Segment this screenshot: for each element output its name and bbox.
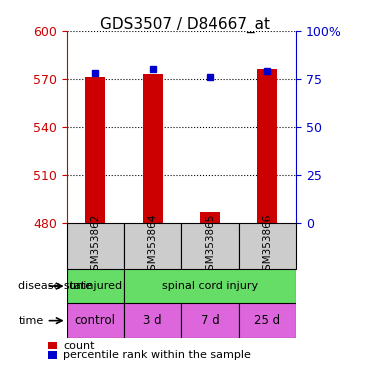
Text: time: time: [18, 316, 44, 326]
Text: uninjured: uninjured: [69, 281, 122, 291]
Text: GSM353864: GSM353864: [148, 214, 158, 278]
FancyBboxPatch shape: [67, 303, 124, 338]
FancyBboxPatch shape: [239, 223, 296, 269]
Text: GDS3507 / D84667_at: GDS3507 / D84667_at: [100, 17, 270, 33]
FancyBboxPatch shape: [181, 223, 239, 269]
FancyBboxPatch shape: [124, 303, 181, 338]
Bar: [142, 74, 163, 223]
Bar: [85, 77, 105, 223]
FancyBboxPatch shape: [239, 303, 296, 338]
Text: disease state: disease state: [18, 281, 92, 291]
Text: 3 d: 3 d: [143, 314, 162, 327]
Text: 7 d: 7 d: [201, 314, 219, 327]
Bar: [257, 69, 278, 223]
Bar: [200, 212, 220, 223]
Text: percentile rank within the sample: percentile rank within the sample: [63, 350, 251, 360]
FancyBboxPatch shape: [124, 223, 181, 269]
Text: GSM353862: GSM353862: [90, 214, 100, 278]
FancyBboxPatch shape: [67, 223, 124, 269]
FancyBboxPatch shape: [67, 269, 124, 303]
Text: 25 d: 25 d: [254, 314, 280, 327]
Text: count: count: [63, 341, 94, 351]
FancyBboxPatch shape: [181, 303, 239, 338]
Text: GSM353866: GSM353866: [262, 214, 272, 278]
FancyBboxPatch shape: [124, 269, 296, 303]
Text: spinal cord injury: spinal cord injury: [162, 281, 258, 291]
Text: GSM353865: GSM353865: [205, 214, 215, 278]
Text: control: control: [75, 314, 116, 327]
